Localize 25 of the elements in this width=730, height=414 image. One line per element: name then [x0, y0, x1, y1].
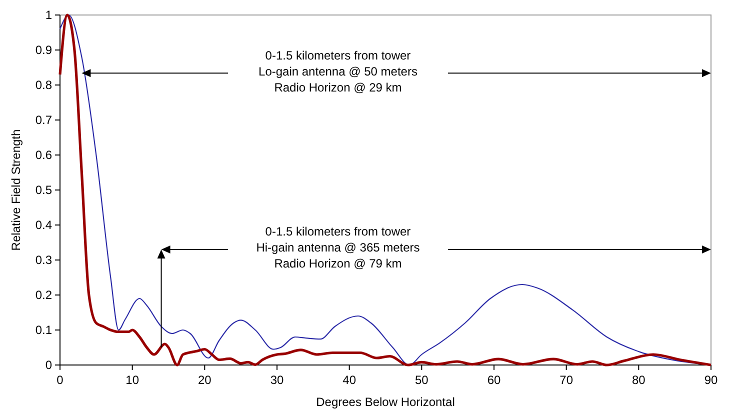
x-tick-label: 0	[56, 373, 64, 387]
y-tick-label: 0.7	[35, 113, 52, 128]
annotation: 0-1.5 kilometers from tower Lo-gain antenna @ 50 meters Radio Horizon @ 29 km	[258, 48, 418, 94]
y-tick-label: 0.8	[35, 78, 52, 92]
x-tick-label: 60	[487, 373, 501, 387]
y-tick-label: 0.2	[35, 288, 52, 302]
x-tick-label: 90	[704, 373, 718, 387]
y-tick-label: 1	[45, 8, 52, 22]
y-tick-label: 0.4	[35, 218, 52, 232]
y-axis-title: Relative Field Strength	[9, 129, 23, 251]
y-tick-label: 0	[45, 358, 52, 372]
y-tick-label: 0.1	[35, 323, 52, 338]
x-tick-label: 40	[342, 373, 356, 387]
y-tick-label: 0.9	[35, 43, 52, 58]
annotation: 0-1.5 kilometers from tower Hi-gain antenna @ 365 meters Radio Horizon @ 79 km	[256, 224, 420, 271]
x-tick-label: 30	[270, 373, 284, 387]
x-tick-label: 50	[414, 373, 429, 387]
x-axis-title: Degrees Below Horizontal	[316, 395, 455, 409]
x-tick-label: 70	[560, 373, 574, 387]
x-tick-label: 80	[632, 373, 646, 387]
y-tick-label: 0.5	[35, 183, 52, 198]
x-tick-label: 20	[198, 373, 212, 387]
y-tick-label: 0.6	[35, 148, 52, 162]
y-tick-label: 0.3	[35, 253, 52, 268]
x-tick-label: 10	[126, 373, 140, 387]
